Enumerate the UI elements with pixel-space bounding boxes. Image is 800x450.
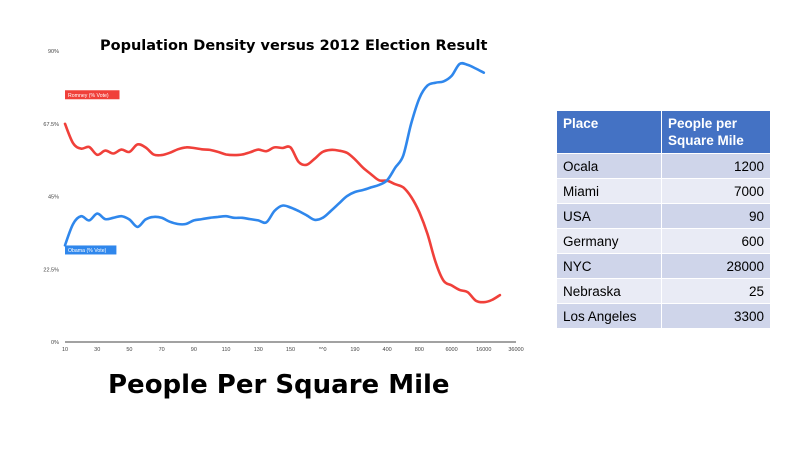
place-cell: Germany	[557, 228, 662, 254]
y-tick-label: 22.5%	[43, 267, 59, 273]
density-cell: 1200	[661, 153, 770, 179]
y-tick-label: 90%	[48, 49, 59, 55]
density-cell: 25	[661, 278, 770, 304]
line-chart: 0% 22.5% 45% 67.5% 90% 10 30 50 70 90 110 130 150 *^0…	[43, 49, 523, 353]
chart-title: Population Density versus 2012 Election …	[100, 38, 488, 54]
x-tick-label: 150	[286, 347, 295, 353]
density-cell: 600	[661, 228, 770, 254]
x-tick-label: 90	[191, 347, 197, 353]
x-tick-label: 30	[94, 347, 100, 353]
x-axis-label: People Per Square Mile	[108, 370, 450, 400]
header-place: Place	[557, 111, 662, 154]
legend-label-romney: Romney (% Vote)	[68, 93, 109, 99]
legend-label-obama: Obama (% Vote)	[68, 248, 107, 254]
x-tick-label: 190	[350, 347, 359, 353]
table-row: Miami 7000	[557, 178, 770, 204]
legend-tag-romney	[65, 90, 120, 100]
place-cell: NYC	[557, 253, 662, 279]
table-row: NYC 28000	[557, 253, 770, 279]
series-line-obama	[63, 61, 486, 247]
legend-tag-obama	[65, 245, 117, 255]
population-density-table: Place People per Square Mile Ocala 1200 …	[557, 111, 770, 328]
table-header-row: Place People per Square Mile	[557, 111, 770, 154]
place-cell: Nebraska	[557, 278, 662, 304]
y-tick-label: 0%	[51, 340, 59, 346]
table-row: Germany 600	[557, 228, 770, 254]
x-tick-label: *^0	[319, 347, 327, 353]
x-tick-label: 800	[415, 347, 424, 353]
x-tick-label: 10	[62, 347, 68, 353]
table-row: Los Angeles 3300	[557, 303, 770, 328]
place-cell: USA	[557, 203, 662, 229]
x-tick-label: 6000	[445, 347, 457, 353]
density-cell: 7000	[661, 178, 770, 204]
x-tick-label: 16000	[476, 347, 491, 353]
density-cell: 90	[661, 203, 770, 229]
y-tick-label: 67.5%	[43, 122, 59, 128]
series-line-romney	[63, 122, 502, 304]
table-row: Ocala 1200	[557, 153, 770, 179]
place-cell: Los Angeles	[557, 303, 662, 328]
place-cell: Miami	[557, 178, 662, 204]
x-tick-label: 110	[222, 347, 231, 353]
header-density: People per Square Mile	[661, 111, 770, 154]
y-tick-label: 45%	[48, 195, 59, 201]
x-tick-label: 70	[159, 347, 165, 353]
x-tick-label: 130	[254, 347, 263, 353]
x-tick-label: 400	[383, 347, 392, 353]
place-cell: Ocala	[557, 153, 662, 179]
density-cell: 3300	[661, 303, 770, 328]
density-cell: 28000	[661, 253, 770, 279]
table-row: Nebraska 25	[557, 278, 770, 304]
table-row: USA 90	[557, 203, 770, 229]
x-tick-label: 36000	[508, 347, 523, 353]
x-tick-label: 50	[126, 347, 132, 353]
